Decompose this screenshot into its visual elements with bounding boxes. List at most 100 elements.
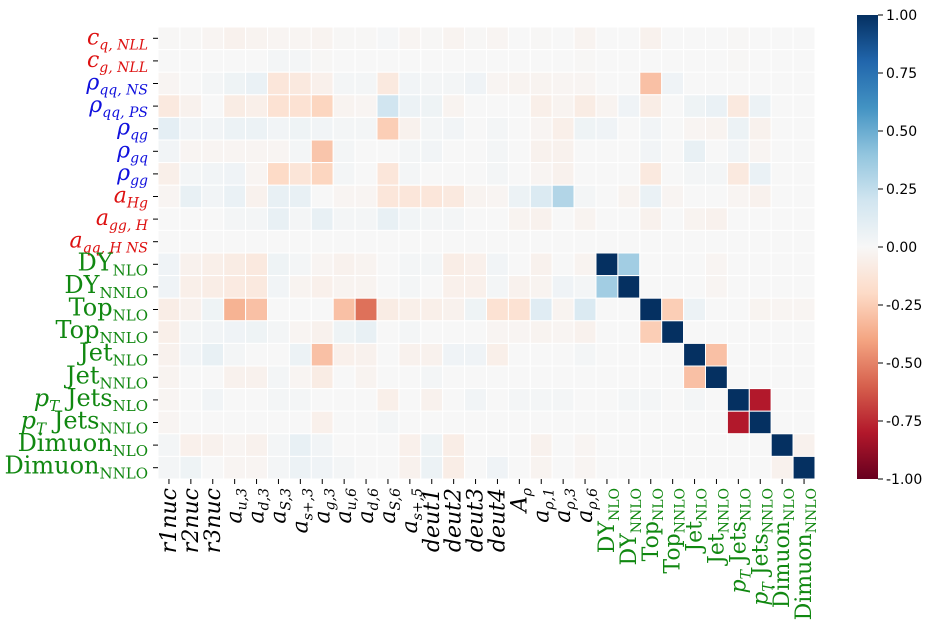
heatmap-cell (398, 342, 422, 367)
column-label: deut2 (442, 488, 467, 552)
heatmap-cell (726, 162, 750, 186)
heatmap-cell (573, 116, 597, 141)
heatmap-cell (245, 49, 269, 73)
heatmap-cell (551, 229, 575, 254)
heatmap-cell (201, 116, 225, 141)
heatmap-cell (245, 455, 269, 480)
label-subscript-2: NNLO (99, 420, 148, 438)
heatmap-cell (551, 455, 575, 480)
heatmap-cell (639, 184, 663, 209)
heatmap-cell (661, 49, 685, 73)
heatmap-cell (201, 320, 225, 344)
heatmap-cell (223, 26, 247, 51)
heatmap-cell (683, 320, 706, 344)
heatmap-cell (529, 26, 553, 51)
heatmap-cell (551, 275, 575, 299)
label-base: p (748, 592, 773, 606)
heatmap-cell (288, 139, 312, 164)
heatmap-cell (726, 275, 750, 299)
heatmap-cell (639, 320, 663, 344)
label-base: ρ (85, 71, 99, 96)
heatmap-cell (595, 410, 619, 435)
heatmap-cell (748, 455, 772, 480)
heatmap-cell (661, 207, 685, 231)
row-label: JetNLO (76, 339, 148, 370)
heatmap-cell (223, 365, 247, 390)
heatmap-cell (157, 342, 181, 367)
heatmap-cell (748, 297, 772, 322)
column-label: au,3 (223, 488, 251, 524)
heatmap-cell (201, 365, 225, 390)
heatmap-cell (157, 455, 181, 480)
heatmap-cell (726, 410, 750, 435)
colorbar-tick-label: 0.75 (886, 66, 917, 82)
heatmap-cell (770, 26, 794, 51)
label-extra: Jets (46, 407, 99, 435)
heatmap-cell (157, 49, 181, 73)
heatmap-cell (157, 94, 181, 118)
heatmap-cell (551, 184, 575, 209)
heatmap-cell (201, 139, 225, 164)
heatmap-cell (464, 342, 488, 367)
heatmap-cell (267, 342, 290, 367)
heatmap-cell (617, 94, 641, 118)
heatmap-cell (464, 410, 488, 435)
heatmap-cell (464, 26, 488, 51)
heatmap-cell (223, 162, 247, 186)
heatmap-cell (310, 275, 334, 299)
heatmap-cell (748, 49, 772, 73)
heatmap-cell (529, 94, 553, 118)
heatmap-cell (661, 71, 685, 96)
heatmap-cell (661, 433, 685, 457)
heatmap-cell (332, 388, 356, 412)
heatmap-cell (661, 184, 685, 209)
heatmap-cell (201, 207, 225, 231)
heatmap-cell (792, 229, 816, 254)
heatmap-cell (661, 252, 685, 277)
heatmap-cell (179, 49, 203, 73)
row-label: DimuonNLO (18, 429, 148, 460)
heatmap-cell (595, 297, 619, 322)
label-subscript: gg (130, 173, 148, 189)
heatmap-cell (661, 388, 685, 412)
heatmap-cell (792, 116, 816, 141)
column-label: aS,3 (266, 488, 294, 524)
heatmap-cell (595, 49, 619, 73)
heatmap-cell (551, 297, 575, 322)
heatmap-cell (157, 275, 181, 299)
heatmap-cell (661, 116, 685, 141)
heatmap-cell (486, 184, 509, 209)
heatmap-cell (792, 207, 816, 231)
heatmap-cell (617, 342, 641, 367)
heatmap-cell (705, 320, 728, 344)
heatmap-cell (486, 252, 509, 277)
heatmap-cell (639, 455, 663, 480)
heatmap-cell (661, 410, 685, 435)
heatmap-cell (595, 71, 619, 96)
heatmap-cell (245, 94, 269, 118)
label-subscript: S,3 (278, 488, 294, 511)
colorbar-gradient (857, 15, 878, 479)
heatmap-cell (398, 275, 422, 299)
heatmap-cell (507, 207, 531, 231)
heatmap-cell (661, 94, 685, 118)
heatmap-cell (332, 162, 356, 186)
heatmap-cell (376, 342, 400, 367)
label-subscript: NLO (695, 488, 711, 521)
heatmap-cell (310, 252, 334, 277)
heatmap-cell (157, 252, 181, 277)
label-base: DY (617, 533, 642, 566)
heatmap-cell (420, 365, 444, 390)
heatmap-cell (267, 71, 290, 96)
heatmap-cell (245, 71, 269, 96)
heatmap-cell (770, 433, 794, 457)
heatmap-cell (420, 139, 444, 164)
heatmap-cell (486, 342, 509, 367)
heatmap-cell (201, 49, 225, 73)
heatmap-cell (507, 71, 531, 96)
heatmap-cell (726, 94, 750, 118)
colorbar-tick-label: 0.50 (886, 124, 917, 140)
heatmap-cell (792, 388, 816, 412)
